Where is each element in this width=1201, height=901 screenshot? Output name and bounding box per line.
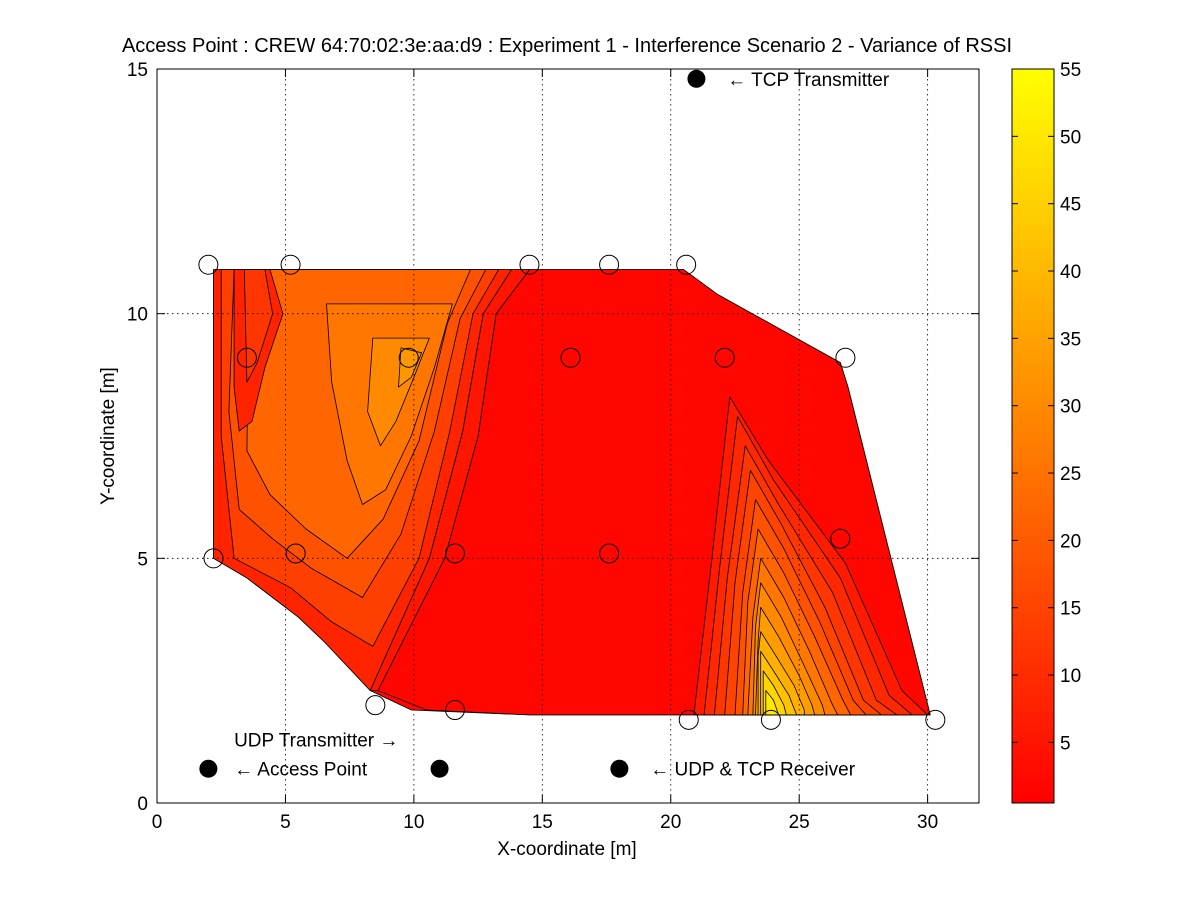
colorbar-tick-label-3: 20: [1060, 531, 1081, 552]
annotations: ← TCP Transmitter UDP Transmitter → ← Acce…: [234, 70, 890, 781]
measurement-point-2: [519, 254, 540, 275]
colorbar-tick-label-0: 5: [1060, 733, 1071, 754]
measurement-point-14: [830, 528, 851, 549]
x-tick-label-0: 0: [152, 812, 163, 833]
colorbar: [1011, 68, 1055, 804]
node-markers: [199, 69, 706, 778]
y-tick-label-2: 10: [127, 305, 148, 326]
measurement-point-4: [676, 254, 697, 275]
measurement-point-16: [444, 700, 465, 721]
extra-node-marker-0: [430, 759, 449, 778]
annotation-3: ← UDP & TCP Receiver: [650, 760, 856, 781]
grid-lines: [157, 69, 979, 803]
colorbar-tick-label-5: 30: [1060, 397, 1081, 418]
x-axis-label: X-coordinate [m]: [497, 839, 636, 860]
measurement-point-13: [599, 543, 620, 564]
y-axis-label: Y-coordinate [m]: [98, 367, 119, 505]
y-axis-ticks: 0 5 10 15: [127, 60, 979, 815]
measurement-point-12: [444, 543, 465, 564]
chart-title: Access Point : CREW 64:70:02:3e:aa:d9 : …: [122, 35, 1012, 57]
x-tick-label-2: 10: [403, 812, 424, 833]
y-tick-label-0: 0: [137, 794, 148, 815]
measurement-point-10: [203, 548, 224, 569]
x-tick-label-1: 5: [280, 812, 291, 833]
measurement-point-1: [280, 254, 301, 275]
colorbar-tick-label-9: 50: [1060, 127, 1081, 148]
x-tick-label-3: 15: [532, 812, 553, 833]
colorbar-tick-label-6: 35: [1060, 329, 1081, 350]
contour-layer: [213, 269, 931, 716]
colorbar-ticks: 5 10 15 20 25 30 35 40 45 50 55: [1012, 60, 1081, 754]
measurement-point-8: [714, 347, 735, 368]
measurement-point-5: [236, 347, 257, 368]
colorbar-tick-label-1: 10: [1060, 666, 1081, 687]
colorbar-tick-label-10: 55: [1060, 60, 1081, 81]
plot-frame: [156, 68, 980, 804]
measurement-point-0: [198, 254, 219, 275]
annotation-1: UDP Transmitter →: [234, 730, 398, 751]
measurement-point-7: [560, 347, 581, 368]
node-marker-3: [610, 759, 629, 778]
measurement-point-18: [760, 709, 781, 730]
x-tick-label-4: 20: [660, 812, 681, 833]
colorbar-tick-label-2: 15: [1060, 599, 1081, 620]
measurement-points: [198, 254, 946, 730]
colorbar-tick-label-7: 40: [1060, 262, 1081, 283]
measurement-point-19: [925, 709, 946, 730]
measurement-point-17: [678, 709, 699, 730]
contour-region-7: [243, 269, 274, 383]
node-marker-2: [199, 759, 218, 778]
colorbar-tick-label-4: 25: [1060, 464, 1081, 485]
x-axis-ticks: 0 5 10 15 20 25 30: [152, 69, 938, 833]
annotation-0: ← TCP Transmitter: [727, 70, 890, 91]
x-tick-label-5: 25: [789, 812, 810, 833]
x-tick-label-6: 30: [917, 812, 938, 833]
measurement-point-9: [835, 347, 856, 368]
measurement-point-15: [365, 695, 386, 716]
y-tick-label-1: 5: [137, 549, 148, 570]
measurement-point-3: [599, 254, 620, 275]
annotation-2: ← Access Point: [234, 760, 368, 781]
measurement-point-6: [398, 347, 419, 368]
y-tick-label-3: 15: [127, 60, 148, 81]
colorbar-tick-label-8: 45: [1060, 195, 1081, 216]
node-marker-0: [687, 69, 706, 88]
measurement-point-11: [285, 543, 306, 564]
